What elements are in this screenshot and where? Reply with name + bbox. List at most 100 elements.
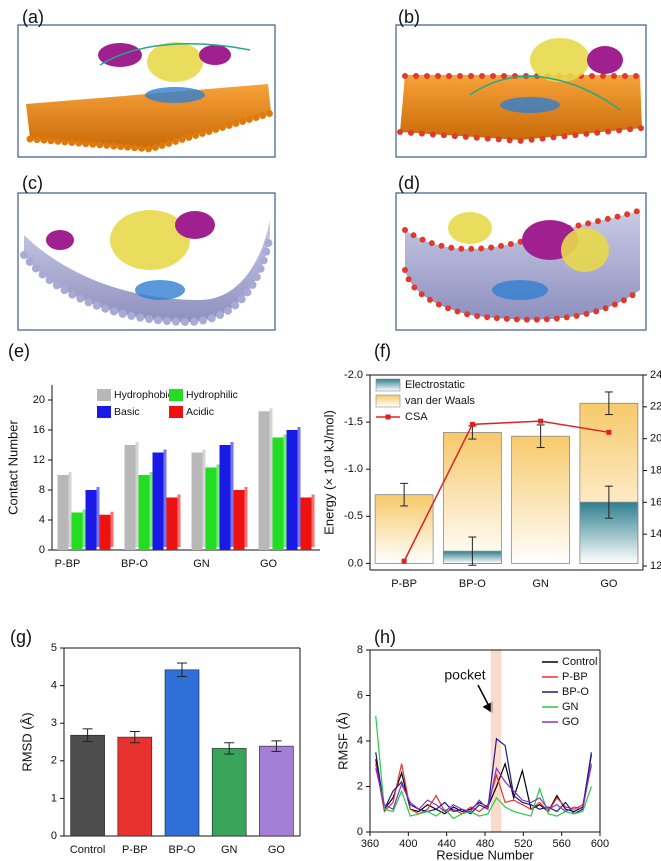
y-tick-label: 0 [39,544,45,556]
bar [71,512,83,550]
bar [259,745,294,837]
bar-side [177,494,181,547]
panel-label: (a) [22,7,44,27]
y-tick-label: 22 [650,401,661,413]
x-tick-label: 360 [361,838,379,850]
bar [99,514,111,550]
y-tick-label: 4 [39,514,45,526]
x-tick-label: GO [600,578,618,590]
y-tick-label: 1 [51,792,57,804]
y-tick-label: 5 [51,642,57,654]
legend-label: Hydrophobic [114,389,173,401]
legend-label: P-BP [562,671,588,683]
marker [538,418,544,424]
bar [70,734,105,837]
y-tick-label: 0 [357,826,363,838]
y-tick-label: 3 [51,717,57,729]
line [375,737,592,815]
bar [300,497,312,550]
y-tick-label: 8 [39,484,45,496]
bar-side [82,509,86,547]
bar [138,475,150,550]
y-tick-label: 12 [650,560,661,572]
structure-image [395,24,647,158]
x-tick-label: GN [221,844,238,856]
panel-label: (h) [374,627,396,647]
x-tick-label: BP-O [121,558,148,570]
marker [606,429,612,435]
bar-side [110,511,114,547]
x-tick-label: 400 [399,838,417,850]
panel-label: (f) [374,341,391,361]
legend-label: Basic [114,406,140,418]
bar-side [68,472,72,547]
annotation-arrow [477,684,494,714]
panel-label: (e) [8,341,30,361]
legend-label: Control [562,656,597,668]
bar-side [149,472,153,547]
bar [272,437,284,550]
x-tick-label: GN [532,578,549,590]
marker [469,421,475,427]
bar-side [202,449,206,547]
x-tick-label: GO [268,844,286,856]
structure-image [395,192,647,331]
bar [286,430,298,550]
legend-label: Hydrophilic [186,389,238,401]
line [375,715,592,820]
annotation: pocket [444,667,485,683]
panel-label: (c) [22,173,43,193]
bar-side [230,442,234,547]
y-tick-label: 2 [357,780,363,792]
x-tick-label: GO [260,558,278,570]
x-tick-label: 560 [552,838,570,850]
y-tick-label: 12 [33,454,45,466]
marker [401,558,407,564]
panel-label: (g) [10,627,32,647]
axis-title: Residue Number [436,847,534,861]
legend-swatch [169,406,183,418]
legend-swatch [169,389,183,401]
y-tick-label: -0.5 [344,510,363,522]
y-tick-label: 2 [51,755,57,767]
y-tick-label: 24 [650,369,661,381]
x-tick-label: Control [70,844,105,856]
bar [85,490,97,550]
bar [124,445,136,550]
bar-side [135,442,139,547]
y-tick-label: 20 [33,394,45,406]
panel-label: (b) [398,7,420,27]
bar-side [163,449,167,547]
axis-title: RMSD (Å) [19,712,34,771]
y-tick-label: 4 [51,680,57,692]
line [403,420,609,562]
y-tick-label: 8 [357,644,363,656]
bar-side [216,464,220,547]
y-tick-label: 16 [650,496,661,508]
line [375,763,592,815]
bar-side [96,487,100,547]
structure-image [17,192,276,331]
structure-image [17,24,276,158]
y-tick-label: -1.5 [344,416,363,428]
bar [219,445,231,550]
bar [57,475,69,550]
y-tick-label: 18 [650,464,661,476]
bar-side [311,494,315,547]
y-tick-label: 20 [650,433,661,445]
legend-swatch [97,389,111,401]
legend-swatch [385,414,391,420]
legend-label: GO [562,716,580,728]
x-tick-label: BP-O [169,844,196,856]
y-tick-label: 4 [357,735,363,747]
legend-label: Acidic [186,406,214,418]
bar-side [283,434,287,547]
legend-swatch [97,406,111,418]
y-tick-label: 16 [33,424,45,436]
legend-label: van der Waals [405,395,475,407]
x-tick-label: BP-O [459,578,486,590]
bar [191,452,203,550]
legend-label: BP-O [562,686,589,698]
y-tick-label: 0.0 [348,557,363,569]
